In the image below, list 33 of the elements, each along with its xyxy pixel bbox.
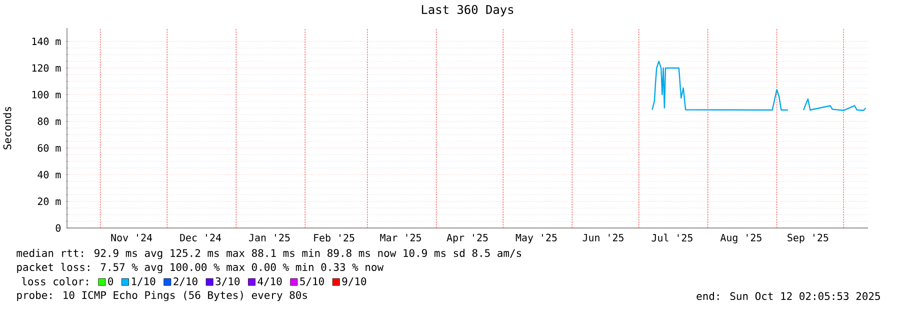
text: probe: 10 ICMP Echo Pings (56 Bytes) every 80s [17,290,307,302]
legend-label: 4/10 [258,277,282,286]
y-tick-label: 140 m [32,38,61,46]
legend-label: 0 [108,277,114,286]
x-tick-label: Aug '25 [720,234,762,244]
x-tick-label: Dec '24 [180,234,222,242]
legend-label: 5/10 [300,277,324,286]
legend-label: 9/10 [342,277,366,286]
y-tick-label: 80 m [38,118,61,126]
x-tick-label: May '25 [516,234,557,244]
y-tick-label: 0 [56,224,61,232]
y-tick-label: 20 m [38,198,61,206]
legend-label: 2/10 [174,277,198,286]
y-tick-label: 100 m [32,90,61,98]
legend-label: 1/10 [132,277,156,286]
x-tick-label: Nov '24 [111,234,152,242]
x-tick-label: Jul '25 [652,234,692,242]
text: median rtt: 92.9 ms avg 125.2 ms max 88.1 ms min 89.8 ms now 10.9 ms sd 8.5 am/s [16,248,522,260]
x-tick-label: Mar '25 [380,234,421,242]
y-axis-title: Seconds [3,107,12,150]
x-tick-label: Feb '25 [314,234,354,242]
legend-label: 3/10 [216,277,240,286]
x-tick-label: Sep '25 [788,234,828,244]
text: packet loss: 7.57 % avg 100.00 % max 0.00 % min 0.33 % now [17,262,384,274]
y-tick-label: 40 m [38,170,61,178]
y-tick-label: 60 m [38,144,61,152]
chart-title: Last 360 Days [422,4,514,16]
legend-title: loss color: [22,277,88,286]
y-tick-label: 120 m [32,64,61,72]
x-tick-label: Jan '25 [249,234,290,242]
x-tick-label: Apr '25 [446,234,488,244]
x-tick-label: Jun '25 [582,234,624,242]
text: end: Sun Oct 12 02:05:53 2025 [696,292,880,300]
